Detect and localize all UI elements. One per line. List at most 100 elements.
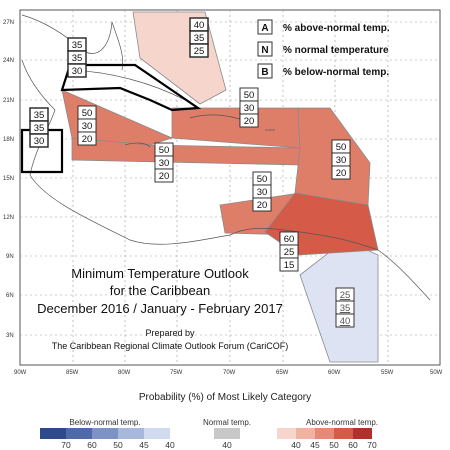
key-text-n: % normal temperature [283, 45, 389, 56]
probability-box-cuba: 35 35 30 [67, 37, 87, 78]
probability-value: 30 [336, 155, 347, 166]
probability-value: 50 [244, 90, 255, 101]
probability-value: 35 [34, 123, 45, 134]
lat-label: 18N [3, 137, 14, 143]
probability-value: 25 [194, 46, 205, 57]
lon-label: 50W [430, 370, 443, 376]
key-text-b: % below-normal temp. [283, 67, 389, 78]
legend-swatch-below [40, 428, 66, 439]
legend-normal-label: Normal temp. [203, 418, 251, 427]
probability-value: 35 [72, 53, 83, 64]
probability-value: 20 [82, 134, 93, 145]
probability-cell [67, 63, 87, 78]
probability-value: 50 [336, 142, 347, 153]
probability-value: 60 [284, 234, 295, 245]
probability-box-hispaniola: 50 30 20 [239, 87, 259, 128]
probability-cell [77, 131, 97, 146]
probability-value: 20 [257, 200, 268, 211]
probability-cell [331, 165, 351, 180]
lat-label: 3N [6, 333, 14, 339]
probability-value: 35 [72, 40, 83, 51]
lon-label: 90W [14, 370, 27, 376]
probability-value: 50 [257, 174, 268, 185]
map-period: December 2016 / January - February 2017 [37, 301, 283, 316]
legend-below-label: Below-normal temp. [69, 418, 140, 427]
lat-label: 12N [3, 215, 14, 221]
legend-tick-normal: 40 [222, 440, 232, 450]
legend-tick-below: 50 [113, 440, 123, 450]
legend-swatches: 70 60 50 45 40 40 40 45 50 60 70 [40, 428, 377, 450]
key-box-b [257, 63, 273, 79]
probability-value: 35 [194, 33, 205, 44]
lat-label: 9N [6, 254, 14, 260]
legend-swatch-below [92, 428, 118, 439]
probability-value: 35 [340, 303, 351, 314]
key-box-a [257, 19, 273, 35]
legend-tick-above: 70 [367, 440, 377, 450]
probability-value: 15 [284, 260, 295, 271]
key-letter-a: A [261, 23, 268, 34]
legend-above-label: Above-normal temp. [306, 418, 378, 427]
map-title: Minimum Temperature Outlook [71, 266, 249, 281]
key-text-a: % above-normal temp. [283, 23, 390, 34]
coastline-florida [111, 21, 124, 71]
lon-label: 65W [276, 370, 289, 376]
probability-box-guianas: 25 35 40 [335, 287, 355, 328]
legend-tick-below: 45 [139, 440, 149, 450]
legend-swatch-above [315, 428, 334, 439]
prepared-org: The Caribbean Regional Climate Outlook F… [52, 341, 289, 351]
lon-label: 70W [223, 370, 236, 376]
legend-tick-below: 70 [61, 440, 71, 450]
probability-value: 50 [159, 145, 170, 156]
map-subtitle: for the Caribbean [110, 283, 210, 298]
legend-swatch-below [118, 428, 144, 439]
probability-value: 25 [340, 290, 351, 301]
probability-value: 50 [82, 108, 93, 119]
lon-label: 85W [66, 370, 79, 376]
legend-tick-above: 50 [329, 440, 339, 450]
coastline-central-america [21, 59, 231, 245]
probability-box-belize: 35 35 30 [29, 107, 49, 148]
legend-swatch-below [66, 428, 92, 439]
probability-value: 40 [340, 316, 351, 327]
legend-swatch-above [334, 428, 353, 439]
probability-labels: 40 35 25 35 35 30 35 35 30 50 30 20 50 30 20 50 30 20 50 30… [29, 17, 355, 328]
lat-label: 21N [3, 98, 14, 104]
probability-value: 25 [284, 247, 295, 258]
lon-label: 75W [170, 370, 183, 376]
legend-tick-above: 40 [291, 440, 301, 450]
legend-swatch-above [277, 428, 296, 439]
probability-value: 30 [82, 121, 93, 132]
probability-value: 20 [244, 116, 255, 127]
key-letter-n: N [261, 45, 268, 56]
probability-value: 40 [194, 20, 205, 31]
prepared-by: Prepared by [145, 328, 195, 338]
lat-label: 6N [6, 293, 14, 299]
probability-cell [154, 168, 174, 183]
lon-label: 55W [381, 370, 394, 376]
lat-label: 24N [3, 58, 14, 64]
probability-box-central-caribbean: 50 30 20 [154, 142, 174, 183]
lon-label: 60W [328, 370, 341, 376]
lon-label: 80W [118, 370, 131, 376]
probability-box-trinidad-windward: 60 25 15 [279, 231, 299, 272]
probability-value: 30 [34, 136, 45, 147]
probability-value: 35 [34, 110, 45, 121]
probability-value: 30 [257, 187, 268, 198]
probability-cell [29, 133, 49, 148]
probability-cell [252, 197, 272, 212]
probability-box-leeward-islands: 50 30 20 [331, 139, 351, 180]
legend-swatch-above [353, 428, 372, 439]
key-letter-b: B [261, 67, 268, 78]
lat-label: 27N [3, 20, 14, 26]
probability-cell [239, 113, 259, 128]
legend-tick-below: 40 [165, 440, 175, 450]
coastline-south-america [229, 227, 431, 301]
legend-swatch-normal [214, 428, 240, 439]
lat-label: 15N [3, 176, 14, 182]
probability-cell [189, 43, 209, 58]
legend-swatch-above [296, 428, 315, 439]
probability-box-jamaica-cayman: 50 30 20 [77, 105, 97, 146]
probability-value: 30 [244, 103, 255, 114]
